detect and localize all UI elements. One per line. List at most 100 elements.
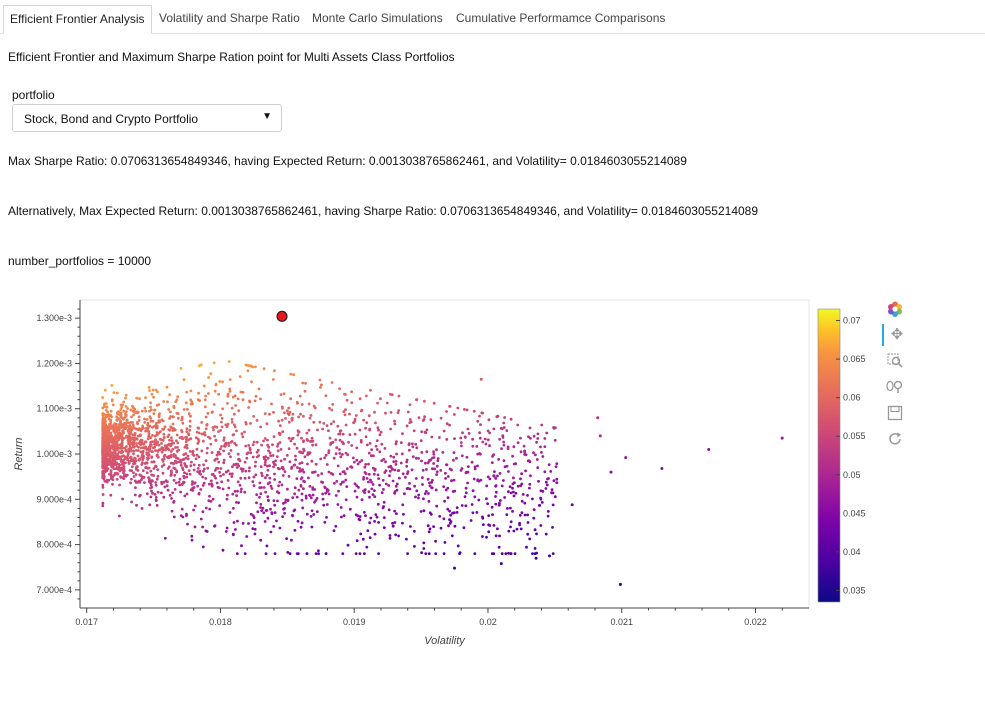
data-point: [167, 465, 171, 469]
data-point: [124, 461, 127, 465]
data-point: [362, 510, 366, 514]
data-point: [185, 512, 188, 516]
data-point: [233, 441, 237, 445]
data-point: [202, 467, 206, 471]
data-point: [227, 441, 231, 445]
data-point: [204, 459, 208, 463]
data-point: [498, 534, 501, 538]
data-point: [502, 440, 506, 444]
data-point: [138, 473, 142, 477]
data-point: [182, 378, 186, 381]
data-point: [184, 444, 188, 447]
data-point: [197, 463, 201, 467]
data-point: [363, 552, 366, 555]
data-point: [169, 450, 173, 453]
data-point: [154, 483, 158, 487]
data-point: [420, 430, 424, 434]
data-point: [552, 479, 556, 483]
data-point: [174, 481, 178, 485]
data-point: [290, 417, 294, 420]
data-point: [377, 428, 380, 432]
data-point: [149, 401, 153, 405]
data-point: [446, 507, 450, 511]
tab-efficient-frontier-analysis[interactable]: Efficient Frontier Analysis: [3, 5, 152, 34]
data-point: [172, 462, 176, 466]
data-point: [254, 473, 258, 477]
data-point: [341, 453, 344, 456]
data-point: [217, 392, 221, 396]
data-point: [345, 467, 349, 471]
data-point: [183, 462, 187, 465]
data-point: [336, 424, 340, 428]
data-point: [536, 466, 540, 469]
data-point: [179, 514, 183, 517]
data-point: [266, 498, 270, 502]
data-point: [285, 409, 289, 413]
data-point: [295, 495, 299, 499]
data-point: [313, 500, 316, 504]
data-point: [118, 463, 122, 467]
data-point: [235, 494, 239, 497]
reset-icon[interactable]: [882, 428, 908, 450]
data-point: [188, 472, 192, 476]
data-point: [442, 429, 446, 433]
data-point: [362, 489, 365, 493]
data-point: [305, 512, 309, 516]
data-point: [255, 493, 259, 497]
data-point: [445, 422, 449, 426]
data-point: [341, 432, 345, 436]
data-point: [368, 442, 372, 445]
data-point: [284, 498, 288, 502]
data-point: [394, 442, 398, 446]
data-point: [113, 451, 117, 455]
data-point: [516, 441, 520, 445]
data-point: [466, 481, 469, 485]
data-point: [184, 401, 188, 405]
wheel-zoom-icon[interactable]: [882, 376, 908, 398]
data-point: [103, 470, 107, 474]
tab-volatility-and-sharpe-ratio[interactable]: Volatility and Sharpe Ratio: [159, 11, 300, 25]
data-point: [153, 445, 157, 449]
data-point: [456, 544, 460, 548]
data-point: [258, 481, 262, 485]
data-point: [380, 459, 384, 463]
data-point: [122, 431, 125, 435]
data-point: [235, 429, 238, 433]
data-point: [299, 525, 303, 529]
data-point: [387, 484, 391, 487]
tab-cumulative-performance-comparisons[interactable]: Cumulative Performamce Comparisons: [456, 11, 666, 25]
data-point: [170, 497, 173, 500]
data-point: [216, 450, 220, 454]
data-point: [122, 469, 126, 473]
data-point: [172, 515, 176, 519]
pan-icon[interactable]: ✥: [882, 324, 910, 346]
data-point: [128, 469, 132, 472]
data-point: [378, 433, 382, 437]
save-icon[interactable]: [882, 402, 908, 424]
data-point: [400, 452, 404, 456]
colorbar-tick-label: 0.05: [843, 470, 861, 480]
data-point: [167, 408, 171, 411]
data-point: [478, 436, 482, 440]
data-point: [234, 528, 237, 531]
data-point: [419, 439, 423, 442]
data-point: [110, 453, 113, 457]
data-point: [543, 470, 547, 474]
data-point: [229, 455, 232, 459]
tab-monte-carlo-simulations[interactable]: Monte Carlo Simulations: [312, 11, 443, 25]
data-point: [176, 457, 180, 460]
data-point: [117, 428, 121, 432]
data-point: [201, 525, 205, 529]
data-point: [103, 466, 107, 470]
data-point: [344, 408, 347, 412]
portfolio-select[interactable]: Stock, Bond and Crypto Portfolio ▼: [12, 104, 282, 132]
data-point: [149, 481, 153, 485]
data-point: [237, 458, 241, 461]
data-point: [511, 454, 514, 458]
box-zoom-icon[interactable]: [882, 350, 908, 372]
efficient-frontier-scatter-chart[interactable]: 0.017 0.018 0.019 0.02 0.021 0.0227.000e-48.0…: [0, 290, 880, 660]
data-point: [528, 460, 532, 464]
data-point: [285, 537, 288, 540]
data-point: [528, 426, 532, 430]
colorbar-tick-label: 0.035: [843, 585, 866, 595]
